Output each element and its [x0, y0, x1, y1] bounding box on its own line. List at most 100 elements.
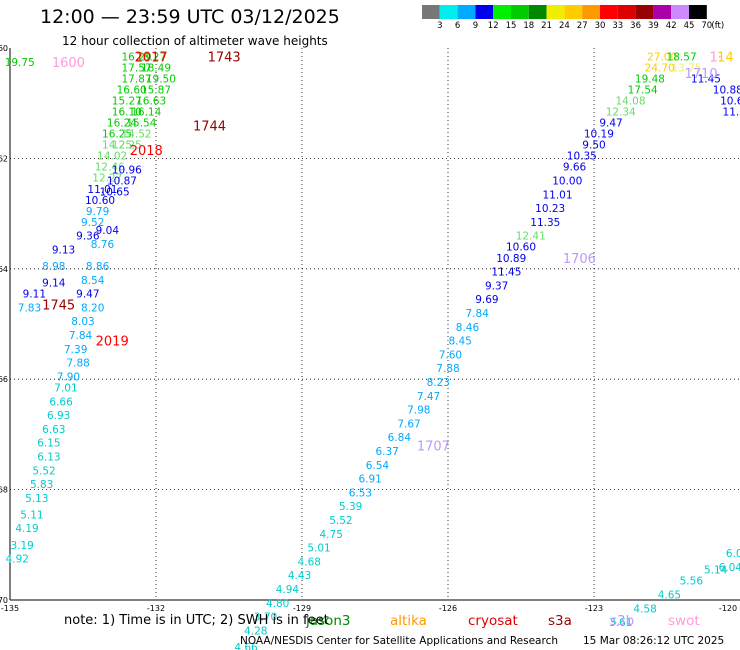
swh-point: 15.87 — [141, 84, 171, 96]
swh-point: 3.61 — [609, 617, 632, 629]
swh-point: 5.11 — [20, 509, 43, 521]
chart-subtitle: 12 hour collection of altimeter wave hei… — [62, 34, 328, 48]
colorbar-swatch — [457, 5, 476, 19]
colorbar-swatch — [493, 5, 511, 19]
colorbar-tick: 15 — [506, 21, 517, 31]
swh-point: 7.83 — [18, 302, 41, 314]
pass-label: 2017 — [135, 50, 168, 65]
colorbar-tick: 24 — [559, 21, 570, 31]
swh-points: 19.75 16.2917.5717.8716.6015.2716.1016.24… — [5, 51, 740, 650]
swh-point: 9.47 — [76, 289, 99, 301]
colorbar-tick: 36 — [630, 21, 641, 31]
swh-point: 8.76 — [91, 239, 115, 251]
satellite-legend: jason3 altika cryosat s3a s3b swot — [305, 613, 700, 629]
footer-note: note: 1) Time is in UTC; 2) SWH is in fe… — [64, 613, 329, 628]
swh-point: 7.84 — [466, 308, 490, 320]
swh-point: 14.02 — [97, 151, 127, 163]
swh-point: 7.90 — [57, 371, 80, 383]
swh-point: 16.60 — [117, 84, 147, 96]
swh-point: 6.04 — [719, 562, 740, 574]
swh-point: 6.66 — [49, 396, 73, 408]
swh-point: 4.28 — [244, 625, 267, 637]
swh-point: 10.19 — [584, 129, 614, 141]
swh-point: 6.15 — [37, 438, 60, 450]
swh-point: 11.00 — [723, 106, 740, 118]
colorbar-tick: 33 — [612, 21, 623, 31]
swh-point: 4.75 — [320, 529, 343, 541]
y-tick-label: 62 — [0, 154, 8, 163]
swh-point: 7.60 — [439, 349, 462, 361]
swh-point: 10.87 — [107, 175, 137, 187]
swh-point: 7.67 — [397, 418, 420, 430]
swh-point: 4.66 — [234, 642, 258, 650]
colorbar-tick: 12 — [488, 21, 499, 31]
swh-point: 6.53 — [349, 487, 372, 499]
satellite-swot: swot — [668, 613, 700, 629]
swh-point: 19.75 — [5, 57, 35, 69]
footer-credit: NOAA/NESDIS Center for Satellite Applica… — [240, 635, 558, 647]
swh-point: 8.86 — [86, 261, 110, 273]
pass-labels: 1600 2017 1743 1744 2018 1745 2019 1706 1707 1710… — [42, 50, 734, 454]
swh-point: 6.54 — [366, 460, 390, 472]
swh-point: 12.34 — [606, 106, 636, 118]
colorbar-tick: 42 — [666, 21, 677, 31]
swh-point: 10.23 — [535, 203, 565, 215]
axis-ticks: -135 -132 -129 -126 -123 -120 60 62 64 66 68 70 — [0, 44, 737, 613]
swh-point: 14.08 — [615, 95, 645, 107]
swh-point: 7.84 — [69, 330, 93, 342]
pass-label: 2019 — [96, 335, 129, 350]
y-tick-label: 66 — [0, 375, 8, 384]
chart-title: 12:00 — 23:59 UTC 03/12/2025 — [40, 6, 340, 28]
swh-point: 4.94 — [276, 584, 300, 596]
pass-label: 1706 — [563, 252, 596, 267]
satellite-cryosat: cryosat — [468, 613, 518, 629]
swh-point: 9.79 — [86, 206, 109, 218]
swh-point: 10.00 — [552, 175, 582, 187]
swh-point: 15.27 — [112, 95, 142, 107]
swh-point: 18.49 — [141, 62, 171, 74]
swh-point: 8.23 — [427, 377, 450, 389]
swh-colorbar: 3 6 9 12 15 18 21 24 27 30 33 36 39 42 45 70 (ft) — [422, 5, 724, 31]
pass-label: 1707 — [417, 439, 450, 454]
swh-point: 9.13 — [52, 244, 75, 256]
swh-point: 15.54 — [126, 118, 156, 130]
colorbar-tick: 27 — [577, 21, 588, 31]
swh-point: 16.24 — [107, 118, 137, 130]
colorbar-tick: 6 — [455, 21, 460, 31]
swh-point: 5.13 — [25, 493, 48, 505]
x-tick-label: -132 — [147, 604, 165, 613]
swh-point: 8.98 — [42, 261, 65, 273]
swh-point: 10.96 — [112, 164, 142, 176]
swh-point: 5.39 — [339, 501, 362, 513]
y-tick-label: 60 — [0, 44, 8, 53]
colorbar-swatch — [617, 5, 636, 19]
x-tick-label: -135 — [1, 604, 19, 613]
colorbar-tick: 30 — [595, 21, 606, 31]
swh-point: 4.92 — [6, 554, 29, 566]
swh-point: 18.27 — [136, 51, 166, 63]
swh-point: 10.60 — [720, 95, 740, 107]
pass-label: 1744 — [193, 119, 226, 134]
colorbar-tick: 18 — [523, 21, 534, 31]
swh-point: 16.10 — [112, 106, 142, 118]
swh-point: 10.60 — [85, 195, 115, 207]
swh-point: 12.25 — [112, 140, 142, 152]
colorbar-tick: 45 — [684, 21, 695, 31]
swh-point: 9.52 — [81, 217, 104, 229]
y-tick-label: 70 — [0, 596, 8, 605]
swh-point: 4.68 — [298, 556, 321, 568]
swh-point: 11.45 — [491, 267, 521, 279]
swh-point: 27.00 — [647, 51, 677, 63]
swh-point: 7.47 — [417, 391, 440, 403]
colorbar-swatch — [635, 5, 654, 19]
swh-point: 16.14 — [131, 106, 161, 118]
pass-label: 2018 — [130, 144, 163, 159]
swh-point: 9.66 — [563, 162, 587, 174]
x-tick-label: -123 — [585, 604, 603, 613]
colorbar-swatch — [600, 5, 618, 19]
swh-point: 8.45 — [448, 336, 471, 348]
colorbar-swatch — [653, 5, 672, 19]
swh-point: 4.58 — [633, 603, 656, 615]
swh-point: 5.83 — [30, 479, 53, 491]
swh-point: 11.35 — [530, 217, 560, 229]
